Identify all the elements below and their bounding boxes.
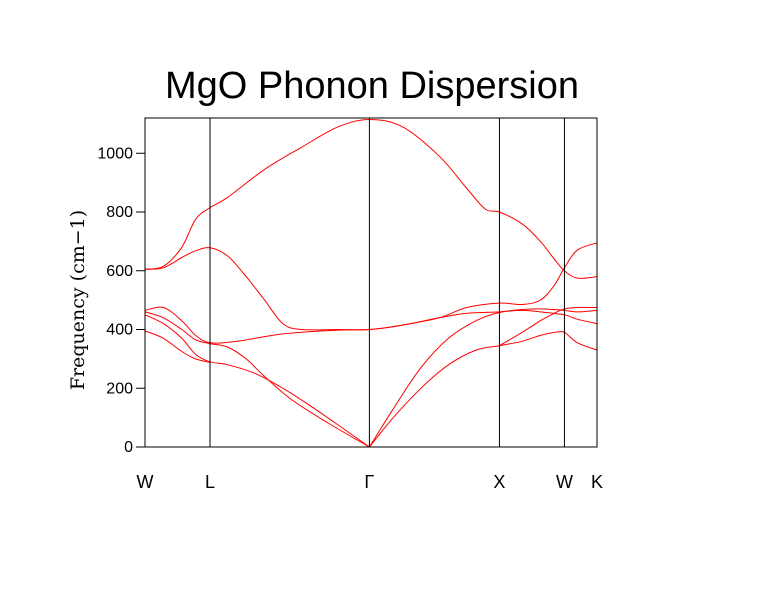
symmetry-label: W [137,472,154,492]
symmetry-label: W [556,472,573,492]
y-axis-ticks: 0 200 400 600 800 1000 [97,145,145,456]
branch-line-9 [499,306,598,347]
y-tick-label: 400 [106,322,133,339]
dispersion-curves [144,118,598,448]
chart-title: MgO Phonon Dispersion [165,65,579,107]
branch-line-8 [369,331,598,448]
y-tick-label: 800 [106,204,133,221]
plot-frame [144,117,598,448]
y-tick-label: 1000 [97,145,133,162]
branch-line-4 [144,311,370,448]
branch-line-7 [368,309,598,448]
symmetry-lines [209,118,565,447]
symmetry-label: Γ [364,472,374,492]
y-axis-label: Frequency (cm−1) [67,210,89,390]
symmetry-label: K [591,472,603,492]
branch-line-1 [144,118,598,279]
y-tick-label: 0 [124,439,133,456]
branch-line-6 [144,330,211,363]
branch-line-3 [144,306,598,344]
y-tick-label: 200 [106,380,133,397]
branch-line-2 [144,242,598,331]
branch-line-5 [144,314,370,448]
y-tick-label: 600 [106,263,133,280]
symmetry-label: L [205,472,215,492]
symmetry-label: X [493,472,505,492]
